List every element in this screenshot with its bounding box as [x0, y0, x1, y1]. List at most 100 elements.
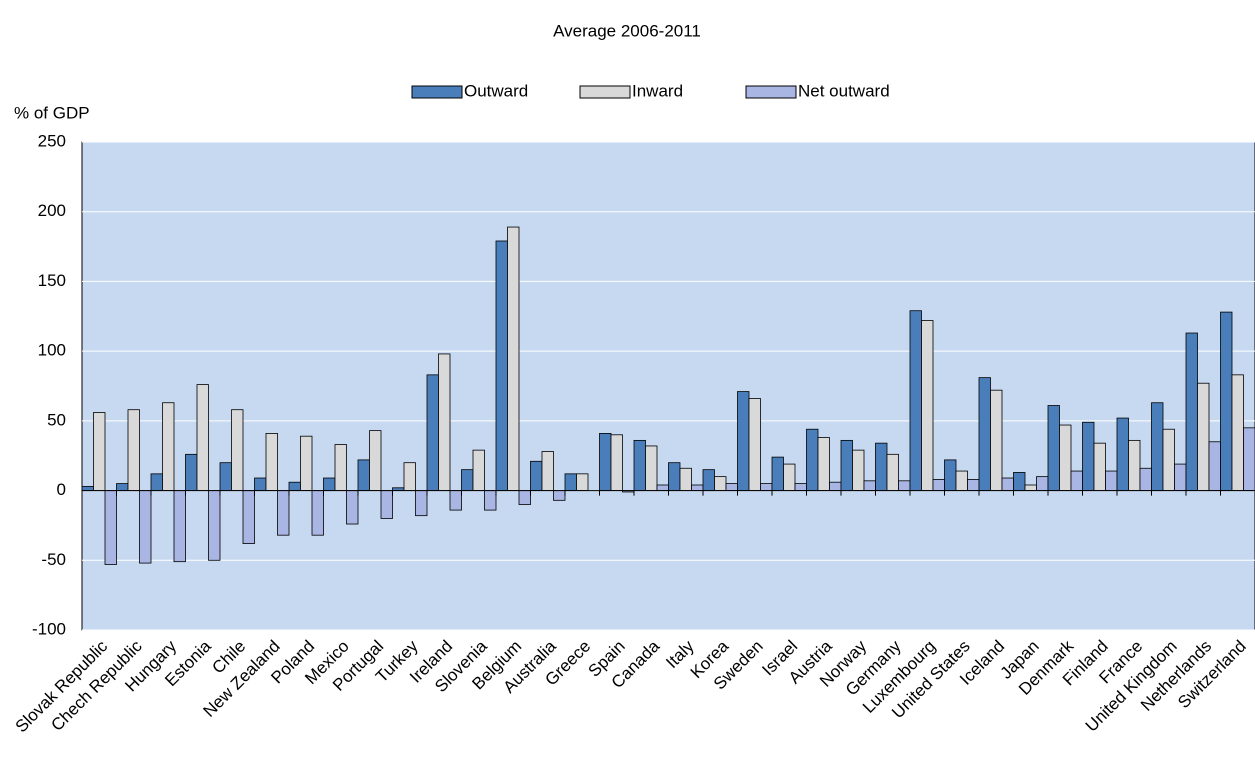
bar [1070, 470, 1083, 491]
bar [1013, 472, 1026, 491]
bar [173, 490, 186, 563]
y-tick-label: 100 [38, 341, 66, 360]
bar [679, 467, 692, 491]
y-tick-label: -50 [41, 550, 66, 569]
bar [1185, 332, 1198, 491]
bar [311, 490, 324, 536]
bar [81, 485, 94, 491]
bar [277, 490, 290, 536]
bar [1001, 477, 1014, 491]
bar [840, 439, 853, 491]
bar [162, 402, 175, 491]
bar [403, 462, 416, 491]
bar [1139, 467, 1152, 491]
bar [645, 445, 658, 491]
bar [737, 391, 750, 491]
y-tick-label: 50 [47, 410, 66, 429]
bar [1128, 439, 1141, 491]
bar [323, 477, 336, 491]
bar [599, 433, 612, 491]
bar [633, 439, 646, 491]
bar [978, 377, 991, 491]
bar [898, 480, 911, 491]
bar [484, 490, 497, 511]
bar [288, 481, 301, 491]
bar [656, 484, 669, 491]
bar [748, 398, 761, 491]
bar [472, 449, 485, 491]
bar [702, 469, 715, 491]
bar [783, 463, 796, 491]
bar [242, 490, 255, 544]
bar [955, 470, 968, 491]
bar [426, 374, 439, 491]
bar [610, 434, 623, 491]
bar [415, 490, 428, 517]
bar [725, 483, 738, 491]
bar [1231, 374, 1244, 491]
y-axis-label: % of GDP [14, 103, 90, 122]
y-tick-label: 150 [38, 271, 66, 290]
bar [346, 490, 359, 525]
bar [1105, 470, 1118, 491]
bar [334, 444, 347, 491]
bar [771, 456, 784, 491]
bar [1036, 476, 1049, 491]
bar [300, 435, 313, 491]
bar [185, 453, 198, 491]
bar [1243, 427, 1255, 491]
legend-swatch [745, 85, 797, 99]
y-tick-label: -100 [32, 619, 66, 638]
chart-title: Average 2006-2011 [553, 21, 701, 40]
bar [1197, 382, 1210, 491]
bar [150, 473, 163, 491]
bar [852, 449, 865, 491]
plot-area [81, 141, 1255, 631]
bar [967, 479, 980, 491]
bar [1162, 428, 1175, 491]
bar [265, 433, 278, 491]
bar [863, 480, 876, 491]
bar [380, 490, 393, 519]
bar [1093, 442, 1106, 491]
bar [518, 490, 531, 505]
bar [576, 473, 589, 491]
bar [1082, 421, 1095, 491]
bar [668, 462, 681, 491]
bar [794, 483, 807, 491]
bar [357, 459, 370, 491]
bar [127, 409, 140, 491]
bar [829, 481, 842, 491]
bar [116, 483, 129, 491]
bar [760, 483, 773, 491]
bar [806, 428, 819, 491]
bar [231, 409, 244, 491]
bar [369, 430, 382, 491]
bar [438, 353, 451, 491]
bar [921, 320, 934, 491]
bar [1024, 484, 1037, 491]
bar [530, 460, 543, 491]
bar [944, 459, 957, 491]
bar [139, 490, 152, 564]
y-tick-label: 0 [57, 480, 66, 499]
bar [495, 240, 508, 491]
y-tick-label: 250 [38, 131, 66, 150]
legend-label: Outward [464, 81, 528, 100]
bar [886, 453, 899, 491]
bar [1047, 405, 1060, 491]
y-tick-label: 200 [38, 201, 66, 220]
bar [1151, 402, 1164, 491]
bar [104, 490, 117, 565]
legend-swatch [411, 85, 463, 99]
bar [254, 477, 267, 491]
bar [1208, 441, 1221, 491]
bar [507, 226, 520, 491]
bar [196, 384, 209, 491]
legend-swatch [579, 85, 631, 99]
bar [1059, 424, 1072, 491]
bar [1116, 417, 1129, 491]
bar [219, 462, 232, 491]
bar [564, 473, 577, 491]
bar [691, 484, 704, 491]
